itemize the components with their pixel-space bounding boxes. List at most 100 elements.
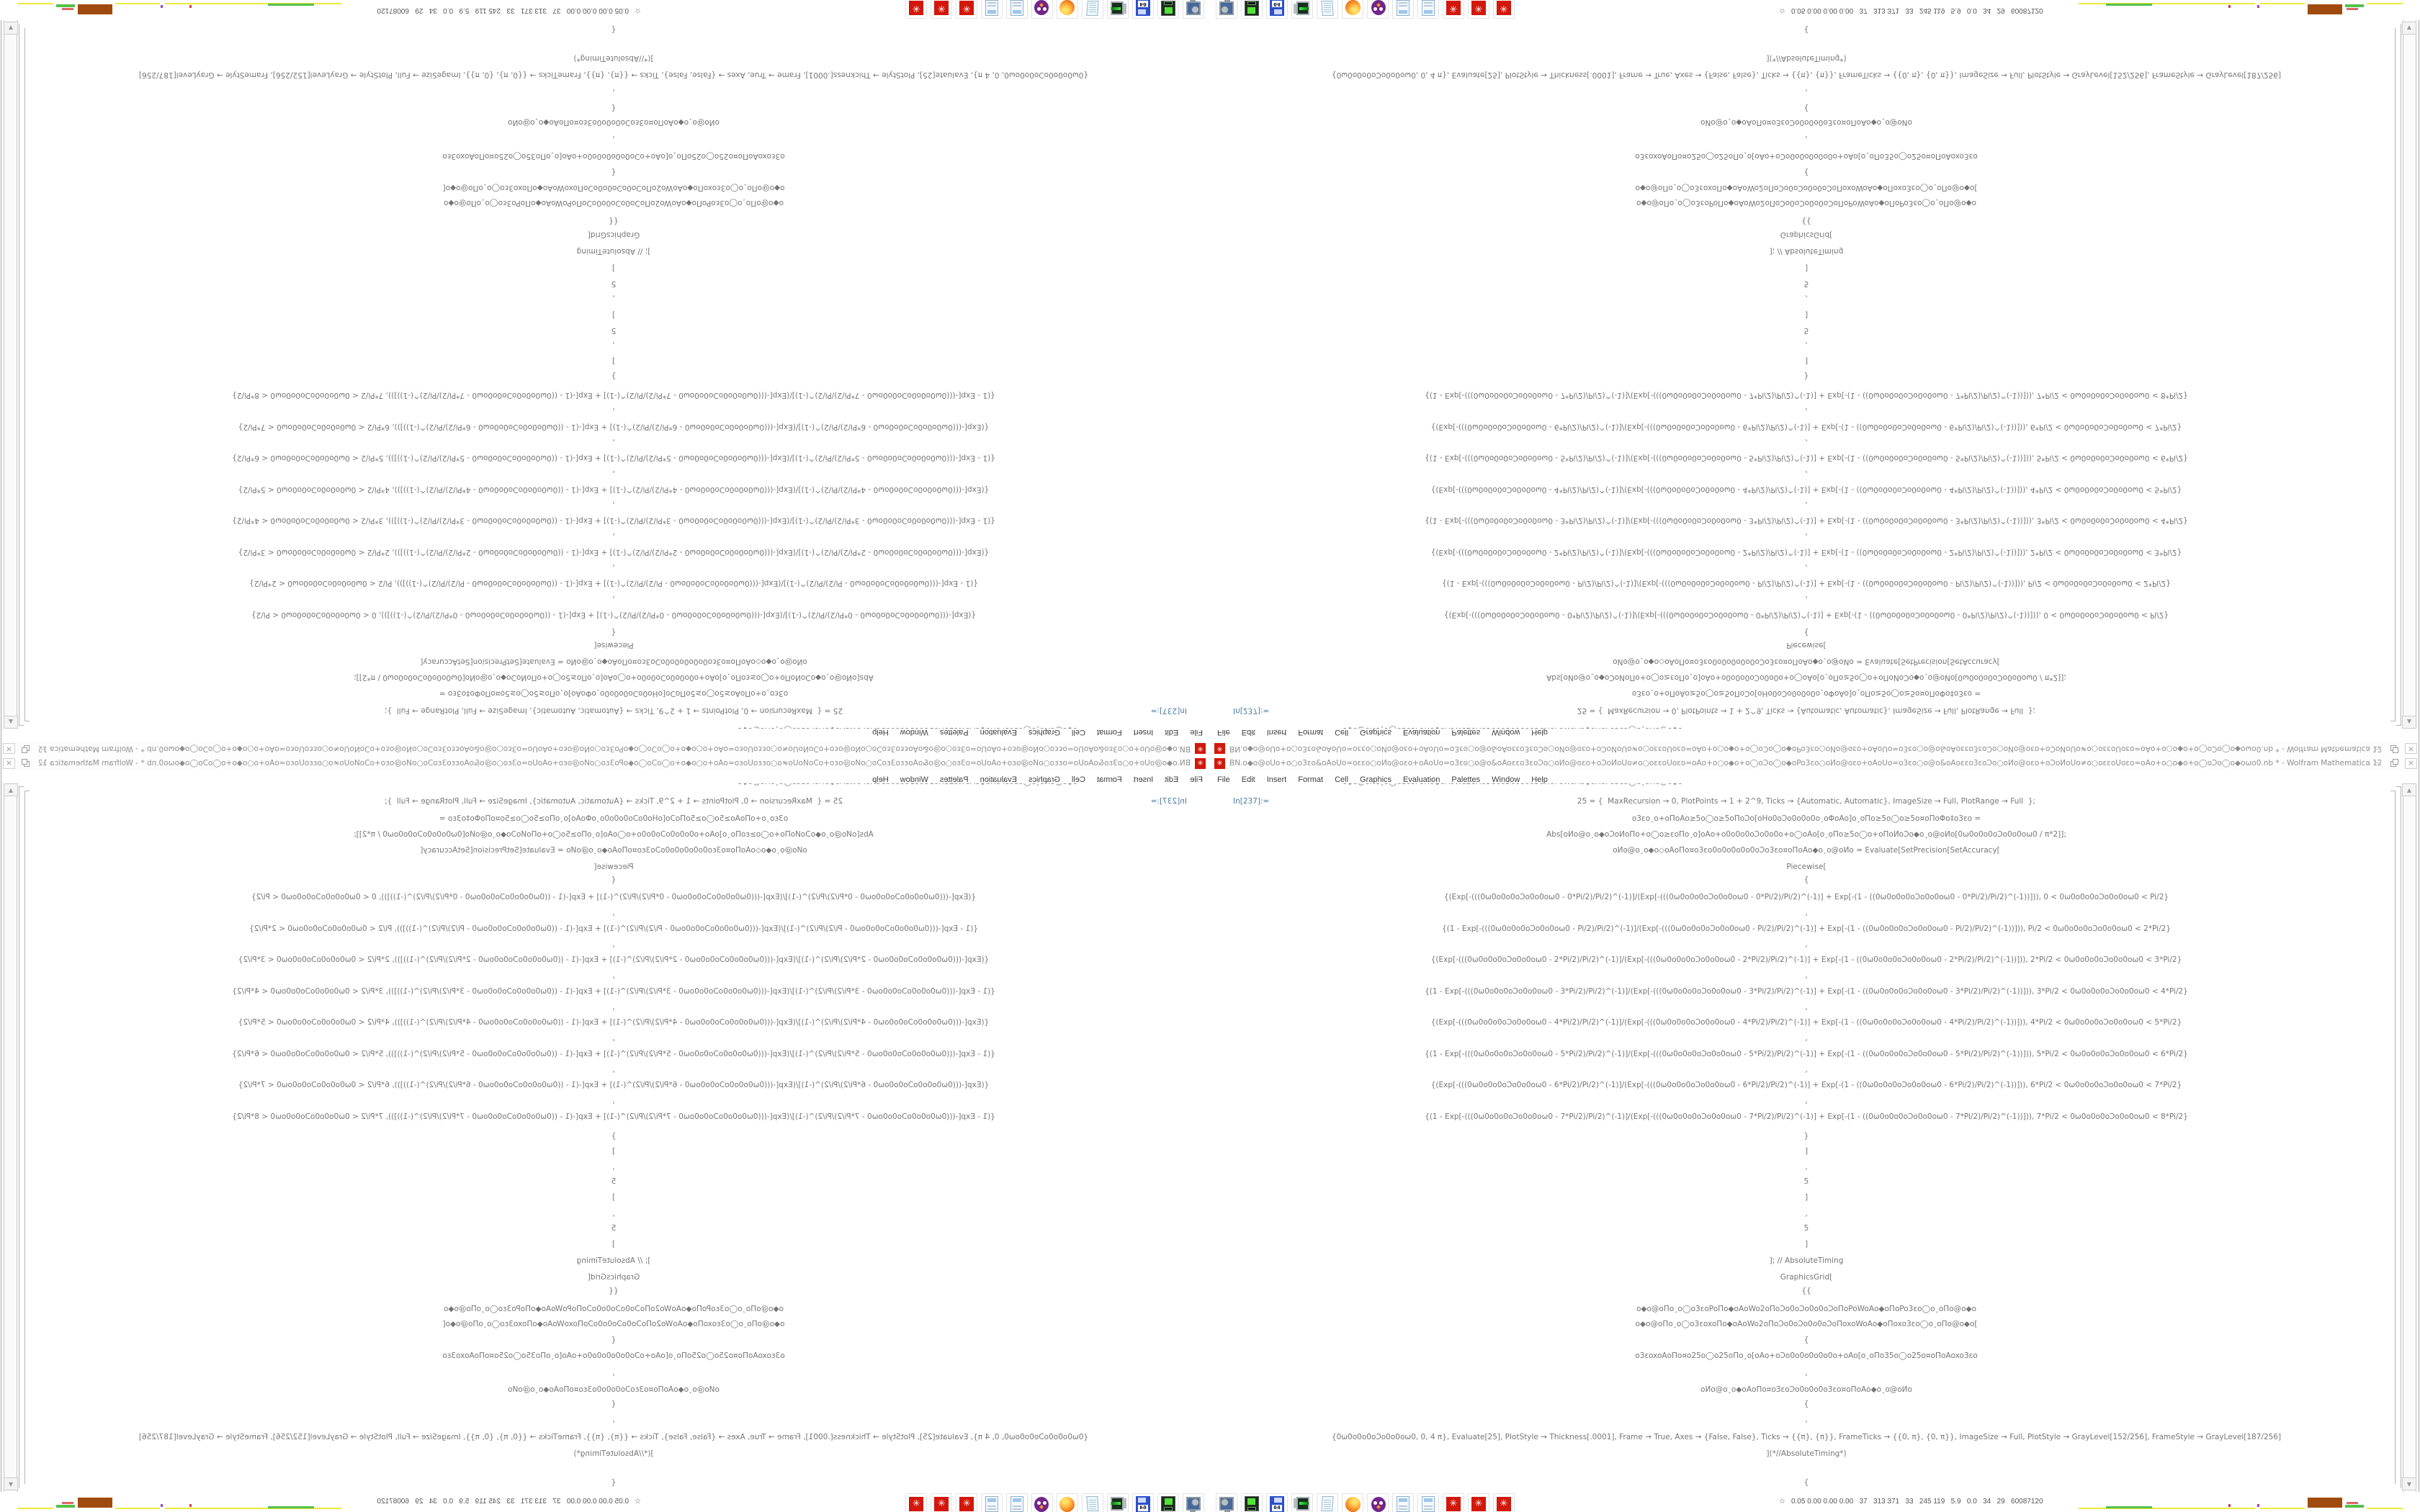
tray-mathematica-gear-icon-3[interactable]: ✳ (905, 1493, 927, 1512)
window-titlebar[interactable]: ✳ BN.o◆o@oUo+o○o3εo&oΑoUo=oεεo○oИo@oεo+o… (0, 756, 1210, 771)
tray-notepad-icon[interactable] (1317, 0, 1338, 19)
menu-window[interactable]: Window (900, 775, 928, 784)
cell-bracket-outer[interactable] (19, 786, 24, 1488)
menu-graphics[interactable]: Graphics (1028, 775, 1060, 784)
menu-format[interactable]: Format (1096, 728, 1122, 737)
tray-owl-app-icon[interactable] (1367, 0, 1389, 19)
scroll-down-button[interactable]: ▼ (2402, 1477, 2416, 1490)
notebook-content[interactable]: o◆o@oΠo¸o◯o3εoPoΠo◆oΑoWo2oΠoƆo0oƆo0o0oƆo… (0, 783, 1210, 1492)
menu-cell[interactable]: Cell (1071, 728, 1085, 737)
cell-bracket-inner[interactable] (24, 28, 30, 721)
menu-file[interactable]: File (1217, 728, 1230, 737)
tray-mathematica-gear-icon-1[interactable]: ✳ (1443, 1493, 1464, 1512)
vertical-scrollbar[interactable] (4, 20, 17, 729)
tray-mathematica-gear-icon-2[interactable]: ✳ (931, 0, 952, 19)
menu-edit[interactable]: Edit (1165, 775, 1179, 784)
vertical-scrollbar[interactable] (2403, 783, 2416, 1492)
scroll-up-button[interactable]: ▲ (4, 783, 18, 796)
menu-evaluation[interactable]: Evaluation (980, 775, 1017, 784)
menu-help[interactable]: Help (1531, 775, 1548, 784)
tray-activity-monitor-icon[interactable] (1107, 0, 1129, 19)
tray-notepad-icon[interactable] (1082, 0, 1103, 19)
notebook-content[interactable]: o◆o@oΠo¸o◯o3εoPoΠo◆oΑoWo2oΠoƆo0oƆo0o0oƆo… (0, 20, 1210, 729)
cell-bracket-inner[interactable] (24, 791, 30, 1484)
menu-format[interactable]: Format (1298, 728, 1324, 737)
tray-firefox-icon[interactable] (1057, 1493, 1078, 1512)
scroll-up-button[interactable]: ▲ (4, 716, 18, 729)
cell-bracket-outer[interactable] (2396, 786, 2401, 1488)
tray-mathematica-gear-icon-1[interactable]: ✳ (956, 1493, 977, 1512)
window-titlebar[interactable]: ✳ BN.o◆o@oUo+o○o3εo&oΑoUo=oεεo○oИo@oεo+o… (0, 741, 1210, 756)
cell-bracket-outer[interactable] (19, 24, 24, 726)
menu-cell[interactable]: Cell (1335, 775, 1349, 784)
tray-mathematica-gear-icon-3[interactable]: ✳ (1493, 1493, 1515, 1512)
cell-bracket-inner[interactable] (2390, 791, 2396, 1484)
scroll-up-button[interactable]: ▲ (2402, 783, 2416, 796)
tray-system-monitor-icon[interactable] (1216, 0, 1237, 19)
menu-palettes[interactable]: Palettes (1451, 775, 1481, 784)
menu-graphics[interactable]: Graphics (1028, 728, 1060, 737)
menu-evaluation[interactable]: Evaluation (1403, 728, 1440, 737)
menu-edit[interactable]: Edit (1165, 728, 1179, 737)
scroll-down-button[interactable]: ▼ (4, 1477, 18, 1490)
menu-format[interactable]: Format (1096, 775, 1122, 784)
tray-firefox-icon[interactable] (1342, 1493, 1363, 1512)
menu-evaluation[interactable]: Evaluation (980, 728, 1017, 737)
cell-bracket-outer[interactable] (2396, 24, 2401, 726)
tray-calculator-icon[interactable] (1392, 0, 1414, 19)
minimize-button[interactable]: – (40, 757, 45, 767)
vertical-scrollbar[interactable] (4, 783, 17, 1492)
tray-mathematica-gear-icon-2[interactable]: ✳ (1468, 0, 1489, 19)
tray-notepad-icon[interactable] (1082, 1493, 1103, 1512)
tray-firefox-icon[interactable] (1057, 0, 1078, 19)
menu-insert[interactable]: Insert (1266, 775, 1287, 784)
menu-palettes[interactable]: Palettes (939, 728, 969, 737)
window-titlebar[interactable]: ✳ BN.o◆o@oUo+o○o3εo&oΑoUo=oεεo○oИo@oεo+o… (1210, 741, 2420, 756)
menu-cell[interactable]: Cell (1071, 775, 1085, 784)
tray-removable-drive-icon[interactable] (1157, 1493, 1179, 1512)
tray-mathematica-gear-icon-2[interactable]: ✳ (1468, 1493, 1489, 1512)
close-button[interactable]: × (3, 758, 15, 769)
tray-removable-drive-icon[interactable] (1241, 0, 1263, 19)
menu-help[interactable]: Help (872, 775, 889, 784)
scroll-down-button[interactable]: ▼ (2402, 22, 2416, 35)
menu-window[interactable]: Window (1492, 775, 1520, 784)
scroll-up-button[interactable]: ▲ (2402, 716, 2416, 729)
menu-file[interactable]: File (1190, 728, 1203, 737)
scroll-down-button[interactable]: ▼ (4, 22, 18, 35)
tray-floppy-64-icon[interactable]: 64 (1132, 1493, 1154, 1512)
tray-owl-app-icon[interactable] (1031, 0, 1053, 19)
menu-file[interactable]: File (1217, 775, 1230, 784)
menu-cell[interactable]: Cell (1335, 728, 1349, 737)
tray-firefox-icon[interactable] (1342, 0, 1363, 19)
menu-file[interactable]: File (1190, 775, 1203, 784)
menu-window[interactable]: Window (1492, 728, 1520, 737)
minimize-button[interactable]: – (40, 745, 45, 755)
menu-graphics[interactable]: Graphics (1360, 728, 1392, 737)
menu-window[interactable]: Window (900, 728, 928, 737)
tray-calculator-icon-2[interactable] (981, 0, 1003, 19)
tray-mathematica-gear-icon-1[interactable]: ✳ (956, 0, 977, 19)
restore-button[interactable] (21, 758, 32, 768)
menu-evaluation[interactable]: Evaluation (1403, 775, 1440, 784)
menu-edit[interactable]: Edit (1241, 775, 1255, 784)
tray-mathematica-gear-icon-2[interactable]: ✳ (931, 1493, 952, 1512)
tray-owl-app-icon[interactable] (1031, 1493, 1053, 1512)
tray-notepad-icon[interactable] (1317, 1493, 1338, 1512)
tray-calculator-icon-2[interactable] (1417, 1493, 1439, 1512)
restore-button[interactable] (2388, 744, 2399, 754)
close-button[interactable]: × (2405, 743, 2417, 754)
tray-floppy-64-icon[interactable]: 64 (1266, 1493, 1288, 1512)
close-button[interactable]: × (3, 743, 15, 754)
tray-system-monitor-icon[interactable] (1183, 1493, 1204, 1512)
cell-bracket-inner[interactable] (2390, 28, 2396, 721)
tray-calculator-icon-2[interactable] (1417, 0, 1439, 19)
vertical-scrollbar[interactable] (2403, 20, 2416, 729)
tray-activity-monitor-icon[interactable] (1291, 0, 1313, 19)
tray-mathematica-gear-icon-3[interactable]: ✳ (905, 0, 927, 19)
menu-insert[interactable]: Insert (1133, 728, 1154, 737)
tray-mathematica-gear-icon-1[interactable]: ✳ (1443, 0, 1464, 19)
tray-activity-monitor-icon[interactable] (1291, 1493, 1313, 1512)
menu-insert[interactable]: Insert (1266, 728, 1287, 737)
menu-format[interactable]: Format (1298, 775, 1324, 784)
